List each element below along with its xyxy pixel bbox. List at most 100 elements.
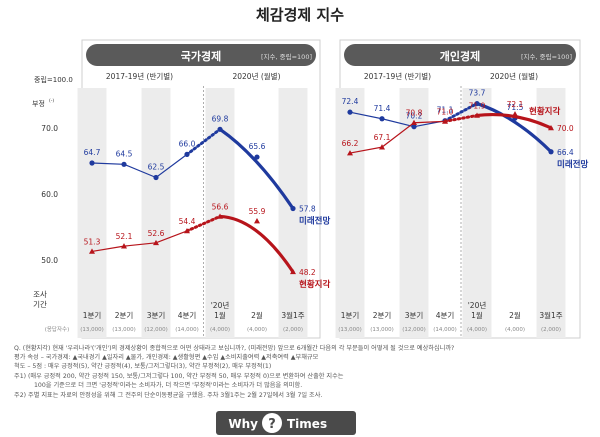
panel-title: 국가경제 xyxy=(181,49,221,63)
x-respondents: (4,000) xyxy=(247,327,267,333)
future-line-2017-19 xyxy=(349,111,446,128)
current-point xyxy=(474,112,480,118)
data-label: 70.0 xyxy=(557,124,574,133)
current-point xyxy=(379,144,385,150)
x-respondents: (4,000) xyxy=(467,327,487,333)
x-respondents: (13,000) xyxy=(338,327,362,333)
current-point xyxy=(217,213,223,219)
column-shade xyxy=(141,88,171,338)
data-label: 69.8 xyxy=(212,114,229,123)
period-2020: 2020년 (월별) xyxy=(232,71,280,81)
footnote-scale: 척도 – 5점 : 매우 긍정적(5), 약간 긍정적(4), 보통/그저그렇다… xyxy=(14,363,272,370)
x-year-marker: '20년 xyxy=(468,300,487,310)
current-line-2020 xyxy=(475,112,553,130)
chart-title: 체감경제 지수 xyxy=(256,6,344,24)
y-label-neutral: 중립=100.0 xyxy=(34,76,73,84)
footnote-attributes: 평가 속성 – 국가경제: ▲국내경기 ▲일자리 ▲물가, 개인경제: ▲생활형… xyxy=(14,354,319,361)
x-tick-label: 1월 xyxy=(471,310,483,320)
series-label-current: 현황지각 xyxy=(299,279,330,290)
current-line-2017-19 xyxy=(349,120,446,154)
x-tick-label: 3월1주 xyxy=(539,310,562,320)
y-label-negative: 부정 xyxy=(32,99,45,108)
current-point xyxy=(153,239,159,246)
current-line-2020 xyxy=(218,214,295,274)
current-point xyxy=(548,125,554,131)
data-label: 72.4 xyxy=(342,97,359,106)
panel-header-bar xyxy=(86,44,316,66)
future-point xyxy=(411,124,417,130)
column-shade xyxy=(278,88,308,338)
footnote-weekly: 주2) 주별 지표는 자료의 안정성을 위해 그 전주의 단순이동평균을 구했음… xyxy=(14,392,323,399)
future-point xyxy=(347,109,353,115)
x-tick-label: 2월 xyxy=(251,310,263,320)
data-label: 70.2 xyxy=(406,112,423,121)
x-respondents: (14,000) xyxy=(433,327,457,333)
x-tick-label: 2월 xyxy=(509,310,521,320)
current-point xyxy=(89,248,95,254)
footnote-index-2: 100을 기준으로 더 크면 '긍정적'이라는 소비자가, 더 작으면 '부정적… xyxy=(34,382,303,389)
data-label: 57.8 xyxy=(299,205,316,214)
future-line-2020 xyxy=(218,127,295,211)
future-point xyxy=(548,149,554,155)
data-label: 70.8 xyxy=(406,109,423,118)
data-label: 73.7 xyxy=(469,89,486,98)
data-label: 48.2 xyxy=(299,268,316,277)
x-tick-label: 3분기 xyxy=(405,311,424,320)
x-row-sub: (응답자수) xyxy=(45,325,70,333)
data-label: 54.4 xyxy=(179,217,196,226)
x-respondents: (13,000) xyxy=(112,327,136,333)
period-2017-19: 2017-19년 (반기별) xyxy=(364,71,431,81)
x-tick-label: 2분기 xyxy=(373,311,392,320)
data-label: 66.2 xyxy=(342,139,359,148)
footnote-question: Q. (현황지각) 현재 '우리나라'('개인')의 경제상황이 종합적으로 어… xyxy=(14,345,455,352)
data-label: 56.6 xyxy=(212,202,229,211)
brand-mark: ? xyxy=(268,417,276,432)
brand-badge xyxy=(216,411,356,435)
x-tick-label: 4분기 xyxy=(436,311,455,320)
x-tick-label: 1분기 xyxy=(83,311,102,320)
brand-left: Why xyxy=(228,417,258,431)
x-respondents: (12,000) xyxy=(144,327,168,333)
panel-unit: [지수, 중립=100] xyxy=(521,52,572,61)
data-label: 71.9 xyxy=(469,101,486,110)
x-row-title-2: 기간 xyxy=(33,299,47,309)
period-2020: 2020년 (월별) xyxy=(490,71,538,81)
future-line-transition xyxy=(443,102,479,123)
data-label: 67.1 xyxy=(374,133,391,142)
future-line-2017-19 xyxy=(91,153,188,179)
panel-unit: [지수, 중립=100] xyxy=(261,52,312,61)
data-label: 71.4 xyxy=(374,104,391,113)
series-label-future: 미래전망 xyxy=(299,216,330,227)
data-label: 64.7 xyxy=(84,148,101,157)
y-label-negative-sup: (-) xyxy=(49,98,54,104)
y-tick-label: 50.0 xyxy=(41,256,58,265)
current-point xyxy=(290,268,296,275)
current-point xyxy=(442,118,448,124)
future-point xyxy=(153,174,159,181)
x-respondents: (14,000) xyxy=(175,327,199,333)
data-label: 71.5 xyxy=(507,103,524,112)
future-point xyxy=(379,116,385,122)
x-respondents: (4,000) xyxy=(505,327,525,333)
current-line-2017-19 xyxy=(91,230,188,253)
data-label: 71.0 xyxy=(437,107,454,116)
brand-right: Times xyxy=(287,417,327,431)
data-label: 66.4 xyxy=(557,148,574,157)
data-label: 55.9 xyxy=(249,207,266,216)
x-tick-label: 2분기 xyxy=(115,311,134,320)
x-row-title-1: 조사 xyxy=(33,290,47,299)
current-point xyxy=(512,111,518,117)
data-label: 66.0 xyxy=(179,139,196,148)
future-point xyxy=(184,151,190,157)
series-label-current: 현황지각 xyxy=(529,106,560,117)
data-label: 72.1 xyxy=(507,100,524,109)
x-tick-label: 4분기 xyxy=(178,311,197,320)
column-shade xyxy=(335,88,365,338)
data-label: 64.5 xyxy=(116,149,133,158)
footnote-index-1: 주1) (매우 긍정적 200, 약간 긍정적 150, 보통/그저그렇다 10… xyxy=(14,373,344,380)
future-point xyxy=(290,205,296,212)
period-2017-19: 2017-19년 (반기별) xyxy=(106,71,173,81)
data-label: 52.6 xyxy=(148,229,165,238)
